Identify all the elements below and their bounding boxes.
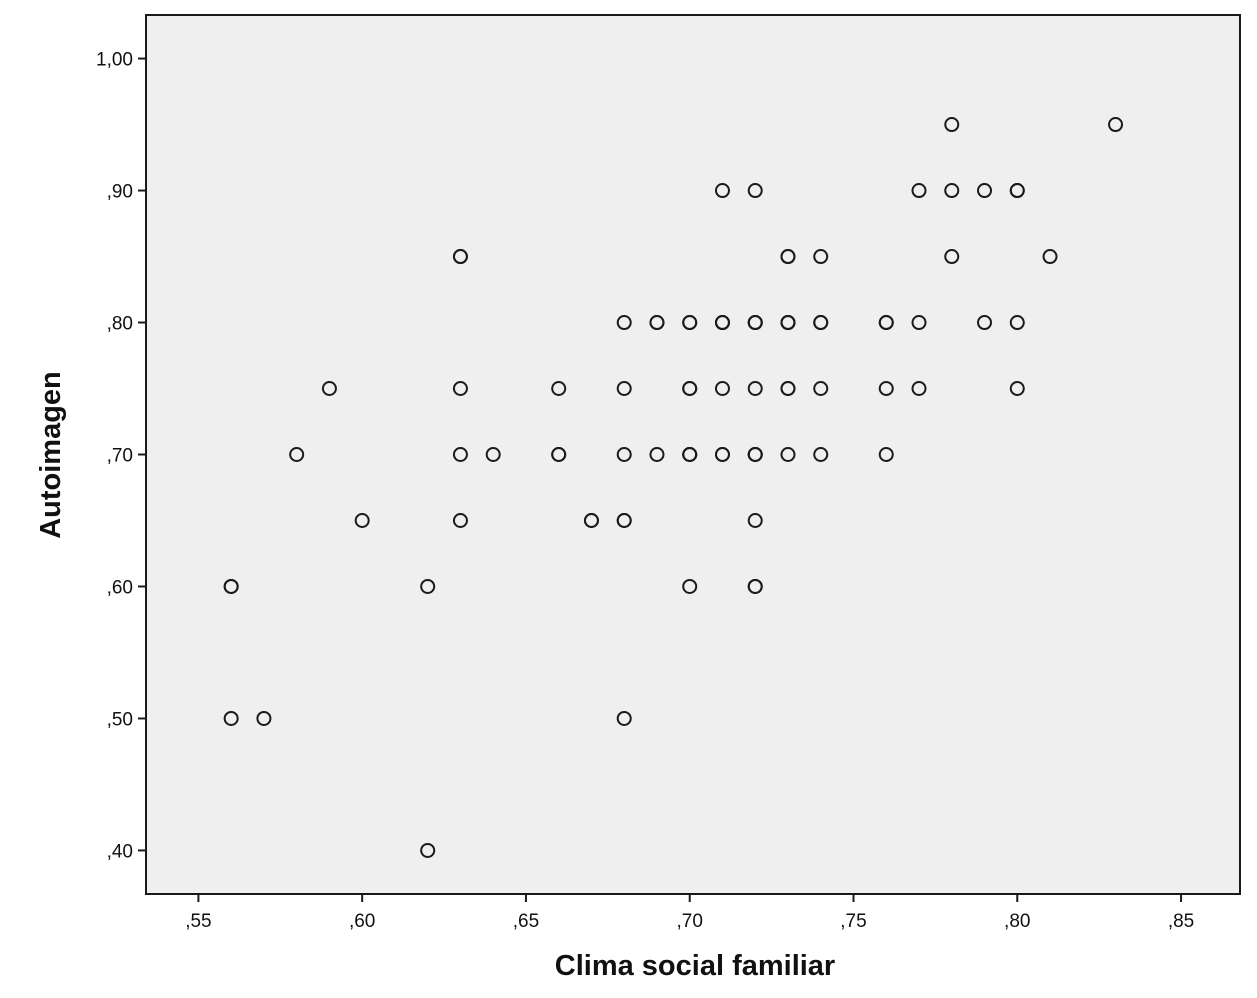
data-point — [714, 315, 730, 331]
data-point — [944, 183, 960, 199]
data-point — [1009, 381, 1025, 397]
data-point — [747, 183, 763, 199]
data-point — [878, 315, 894, 331]
data-point — [616, 710, 632, 726]
data-point — [1009, 315, 1025, 331]
data-point — [682, 447, 698, 462]
data-point — [747, 381, 763, 397]
x-tick-label: ,70 — [677, 911, 703, 932]
x-tick-label: ,65 — [513, 911, 539, 932]
data-point — [747, 512, 763, 528]
x-tick-label: ,55 — [185, 911, 211, 932]
data-point — [289, 447, 305, 462]
data-point — [616, 315, 632, 331]
data-point — [649, 315, 665, 331]
data-point — [780, 315, 796, 331]
data-point — [747, 447, 763, 462]
data-point — [485, 447, 501, 462]
data-point — [551, 381, 567, 397]
x-tick-label: ,80 — [1004, 911, 1030, 932]
data-point — [747, 578, 763, 594]
data-point — [1042, 249, 1058, 265]
data-point — [452, 447, 468, 462]
data-point — [616, 447, 632, 462]
x-axis-title: Clima social familiar — [555, 950, 835, 982]
y-tick-label: ,70 — [107, 446, 133, 467]
y-tick-label: ,80 — [107, 314, 133, 335]
data-point — [682, 578, 698, 594]
data-point — [878, 381, 894, 397]
data-point — [223, 578, 239, 594]
data-point — [911, 315, 927, 331]
data-point — [682, 381, 698, 397]
data-point — [1108, 117, 1124, 133]
data-point — [911, 183, 927, 199]
data-point — [256, 710, 272, 726]
data-point — [977, 315, 993, 331]
x-tick-label: ,75 — [840, 911, 866, 932]
data-point — [616, 512, 632, 528]
y-axis: ,40 ,50 ,60 ,70 ,80 ,90 1,00 — [96, 50, 146, 862]
data-point — [813, 447, 829, 462]
data-point — [649, 447, 665, 462]
data-point — [714, 183, 730, 199]
data-point — [321, 381, 337, 397]
data-point — [714, 447, 730, 462]
data-point — [944, 249, 960, 265]
data-points — [223, 117, 1124, 858]
y-axis-title: Autoimagen — [35, 371, 67, 539]
data-point — [1009, 183, 1025, 199]
data-point — [420, 578, 436, 594]
y-tick-label: 1,00 — [96, 50, 133, 71]
data-point — [452, 381, 468, 397]
data-point — [452, 512, 468, 528]
y-tick-label: ,40 — [107, 841, 133, 862]
data-point — [878, 447, 894, 462]
data-point — [747, 315, 763, 331]
data-point — [780, 447, 796, 462]
data-point — [616, 381, 632, 397]
y-tick-label: ,90 — [107, 182, 133, 203]
data-point — [551, 447, 567, 462]
data-point — [714, 381, 730, 397]
data-point — [911, 381, 927, 397]
x-axis: ,55 ,60 ,65 ,70 ,75 ,80 ,85 — [185, 894, 1194, 932]
data-point — [813, 315, 829, 331]
data-point — [780, 249, 796, 265]
data-point — [682, 315, 698, 331]
y-tick-label: ,60 — [107, 577, 133, 598]
data-point — [944, 117, 960, 133]
data-point — [977, 183, 993, 199]
data-point — [813, 381, 829, 397]
y-tick-label: ,50 — [107, 709, 133, 730]
data-point — [583, 512, 599, 528]
data-point — [223, 710, 239, 726]
plot-area — [145, 14, 1241, 895]
x-tick-label: ,85 — [1168, 911, 1194, 932]
data-point — [452, 249, 468, 265]
data-point — [354, 512, 370, 528]
data-point — [780, 381, 796, 397]
data-point — [420, 842, 436, 858]
x-tick-label: ,60 — [349, 911, 375, 932]
data-point — [813, 249, 829, 265]
